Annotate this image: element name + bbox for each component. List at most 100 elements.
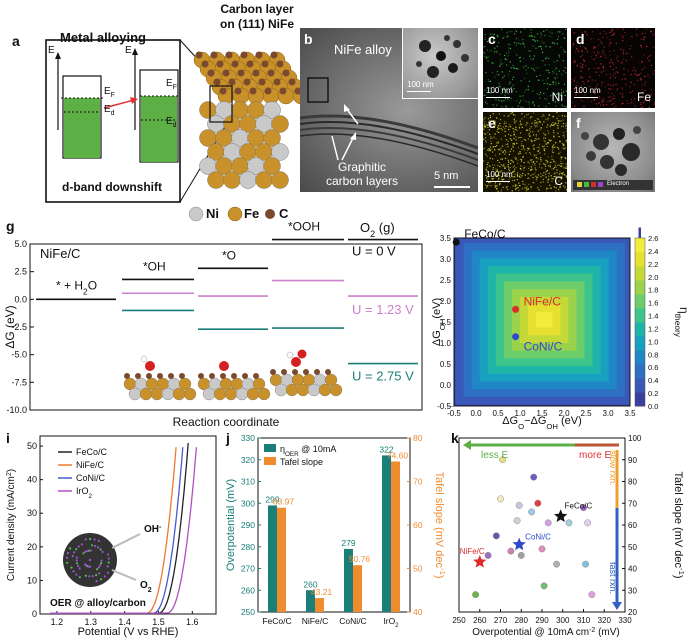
eds-signal-pixel: [536, 123, 538, 125]
eds-signal-pixel: [648, 107, 650, 108]
eds-signal-pixel: [520, 80, 522, 82]
eds-signal-pixel: [523, 99, 525, 101]
tafel-bar: [391, 461, 400, 612]
eds-signal-pixel: [503, 164, 505, 166]
slab-carbon-atom: [325, 369, 331, 375]
eds-signal-pixel: [513, 133, 515, 135]
slab-atom: [178, 377, 192, 391]
eds-signal-pixel: [560, 89, 563, 91]
ef-sub-r: F: [172, 84, 177, 91]
eds-signal-pixel: [532, 39, 534, 41]
eds-signal-pixel: [501, 88, 503, 90]
eds-signal-pixel: [484, 121, 486, 123]
energy-axis-label-right: E: [125, 45, 132, 56]
eds-signal-pixel: [544, 98, 546, 100]
eds-signal-pixel: [556, 127, 558, 129]
particle-speck: [75, 559, 78, 562]
x-tick-label: 270: [494, 616, 508, 625]
eds-signal-pixel: [527, 122, 529, 124]
y-tick-label: 1.5: [440, 318, 452, 327]
eds-signal-pixel: [552, 148, 554, 150]
colorbar-label: ηtheory: [673, 307, 691, 338]
eds-signal-pixel: [543, 121, 545, 123]
literature-point: [530, 473, 538, 481]
eds-signal-pixel: [584, 94, 586, 96]
eds-signal-pixel: [495, 175, 497, 177]
eds-signal-pixel: [557, 31, 559, 33]
eds-signal-pixel: [650, 31, 653, 33]
eds-signal-pixel: [502, 37, 504, 39]
eds-signal-pixel: [648, 98, 651, 100]
crystal-c-atom: [213, 78, 221, 86]
eds-signal-pixel: [527, 134, 530, 136]
eds-signal-pixel: [536, 138, 538, 140]
eds-signal-pixel: [485, 94, 487, 96]
eds-signal-pixel: [497, 125, 500, 127]
eds-signal-pixel: [581, 35, 583, 38]
eds-signal-pixel: [496, 187, 498, 190]
literature-point: [534, 499, 542, 507]
particle-speck: [69, 547, 72, 550]
eds-signal-pixel: [523, 91, 526, 93]
eds-signal-pixel: [521, 126, 523, 128]
eds-signal-pixel: [523, 66, 525, 68]
eds-signal-pixel: [533, 148, 535, 150]
particle-speck: [106, 565, 109, 568]
colorbar-tick-label: 0.2: [648, 389, 658, 398]
eds-signal-pixel: [537, 174, 539, 176]
eds-signal-pixel: [585, 65, 587, 67]
y-tick-label: 0.5: [440, 360, 452, 369]
eds-signal-pixel: [555, 142, 557, 144]
particle-speck: [73, 551, 76, 554]
particle-speck: [89, 537, 92, 541]
highlight-label: FeCo/C: [565, 501, 593, 510]
colorbar-tick-label: 0.6: [648, 363, 658, 372]
eds-signal-pixel: [517, 187, 519, 189]
eds-signal-pixel: [518, 189, 520, 191]
eds-signal-pixel: [527, 67, 529, 69]
y-tick-label: 0: [32, 609, 37, 619]
eds-signal-pixel: [610, 42, 612, 44]
eds-signal-pixel: [555, 187, 557, 189]
y-tick-label: 0.0: [440, 381, 452, 390]
eds-signal-pixel: [558, 115, 560, 117]
legend-c: C: [279, 206, 289, 221]
eds-signal-pixel: [549, 161, 551, 163]
eds-signal-pixel: [553, 176, 555, 178]
eds-signal-pixel: [489, 80, 492, 82]
eds-signal-pixel: [563, 143, 565, 145]
eds-signal-pixel: [574, 61, 576, 63]
eds-signal-pixel: [557, 127, 559, 129]
eds-signal-pixel: [547, 77, 549, 79]
slab-atom: [307, 383, 321, 397]
eds-signal-pixel: [544, 58, 546, 60]
highlight-star: [473, 555, 487, 568]
crystal-c-atom: [252, 69, 260, 77]
eds-signal-pixel: [547, 117, 549, 119]
eds-signal-pixel: [532, 177, 534, 179]
eds-signal-pixel: [601, 81, 603, 83]
eds-signal-pixel: [520, 136, 522, 139]
eds-signal-pixel: [511, 78, 514, 81]
eds-signal-pixel: [524, 166, 526, 168]
eds-signal-pixel: [492, 38, 495, 41]
eds-signal-pixel: [486, 169, 488, 171]
slab-carbon-atom: [135, 373, 141, 379]
eds-signal-pixel: [641, 69, 643, 71]
y-tick-label: -5.0: [11, 350, 27, 360]
particle-speck: [65, 556, 69, 559]
eds-signal-pixel: [544, 34, 546, 37]
crystal-fe-atom: [263, 157, 281, 175]
eds-signal-pixel: [517, 172, 519, 174]
eds-signal-pixel: [589, 38, 592, 41]
x-axis-label: ΔGO−ΔGOH (eV): [502, 415, 582, 430]
eds-signal-pixel: [561, 142, 563, 144]
eds-signal-pixel: [549, 46, 551, 48]
eds-signal-pixel: [612, 84, 614, 86]
eds-signal-pixel: [520, 169, 522, 171]
eds-signal-pixel: [491, 151, 494, 153]
particle-speck: [75, 556, 78, 559]
eds-signal-pixel: [581, 41, 583, 43]
eds-signal-pixel: [552, 83, 554, 85]
eds-signal-pixel: [519, 185, 521, 187]
